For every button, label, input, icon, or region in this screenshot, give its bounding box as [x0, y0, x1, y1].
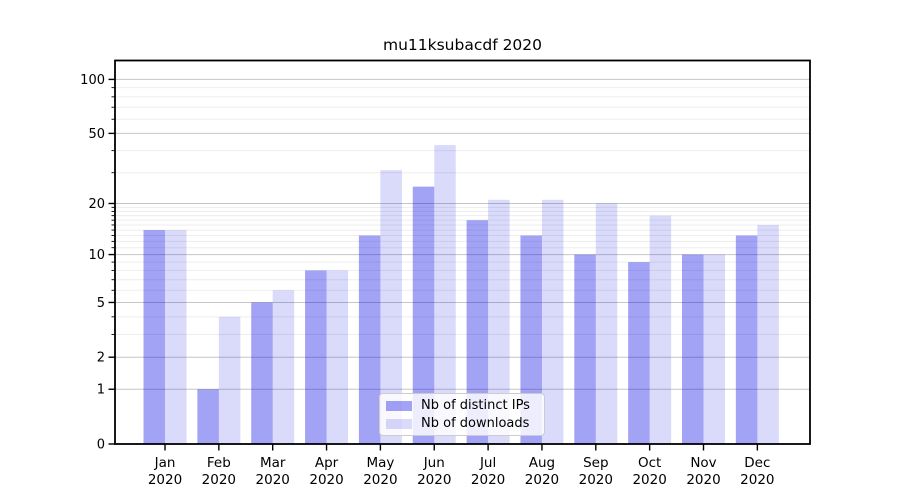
bar-distinct-ips-oct [628, 262, 650, 444]
x-tick-label-year: 2020 [471, 472, 505, 488]
x-tick-label-year: 2020 [579, 472, 613, 488]
bar-downloads-jan [165, 230, 187, 444]
bar-distinct-ips-dec [735, 235, 758, 444]
bar-downloads-oct [649, 215, 672, 444]
x-tick-label-month: Jul [479, 455, 496, 471]
bar-distinct-ips-jan [143, 230, 165, 444]
bar-distinct-ips-nov [682, 254, 704, 444]
x-tick-label-year: 2020 [148, 472, 182, 488]
y-tick-label: 50 [88, 127, 105, 142]
legend-item-distinct-ips: Nb of distinct IPs [380, 397, 544, 414]
bar-downloads-dec [757, 224, 779, 444]
legend-swatch-distinct-ips [386, 400, 412, 411]
x-tick-label-month: Jan [154, 455, 176, 471]
legend-swatch-downloads [386, 418, 412, 429]
x-tick-label-month: May [366, 455, 394, 471]
bar-downloads-apr [326, 270, 349, 444]
x-tick-label-month: Feb [207, 455, 231, 471]
y-tick-label: 0 [97, 438, 105, 453]
legend-label-distinct-ips: Nb of distinct IPs [421, 398, 530, 413]
x-tick-label-month: Sep [583, 455, 608, 471]
bar-downloads-jul [488, 199, 510, 444]
x-tick-label-year: 2020 [309, 472, 343, 488]
y-tick-label: 10 [88, 248, 105, 263]
x-tick-label-year: 2020 [525, 472, 559, 488]
x-tick-label-month: Apr [315, 455, 339, 471]
bar-downloads-jun [434, 145, 456, 445]
bar-distinct-ips-aug [520, 235, 542, 444]
chart-title: mu11ksubacdf 2020 [382, 36, 543, 54]
x-tick-label-month: Aug [529, 455, 555, 471]
legend-label-downloads: Nb of downloads [421, 416, 530, 431]
x-tick-label-year: 2020 [417, 472, 451, 488]
bar-downloads-feb [218, 316, 241, 444]
bar-distinct-ips-sep [574, 254, 596, 444]
bar-distinct-ips-apr [305, 270, 327, 444]
y-tick-label: 5 [97, 296, 105, 311]
bar-downloads-sep [595, 203, 618, 444]
x-tick-label-month: Nov [690, 455, 716, 471]
y-tick-label: 1 [97, 383, 105, 398]
bar-downloads-mar [272, 290, 295, 444]
bar-downloads-aug [541, 199, 564, 444]
legend-item-downloads: Nb of downloads [380, 415, 544, 432]
y-tick-label: 2 [97, 351, 105, 366]
bar-distinct-ips-mar [251, 302, 273, 444]
x-tick-label-year: 2020 [632, 472, 666, 488]
y-tick-label: 20 [88, 197, 105, 212]
bar-distinct-ips-jun [412, 186, 435, 445]
x-tick-label-month: Jun [423, 455, 445, 471]
legend: Nb of distinct IPs Nb of downloads [379, 393, 545, 436]
bar-distinct-ips-may [358, 235, 381, 444]
plot-frame [114, 59, 811, 445]
x-tick-label-year: 2020 [363, 472, 397, 488]
x-tick-label-year: 2020 [256, 472, 290, 488]
y-tick-label: 100 [80, 73, 105, 88]
x-tick-label-month: Dec [744, 455, 770, 471]
x-tick-label-month: Mar [260, 455, 286, 471]
bar-downloads-nov [703, 254, 725, 444]
x-tick-label-month: Oct [638, 455, 661, 471]
x-tick-label-year: 2020 [740, 472, 774, 488]
bar-downloads-may [380, 170, 402, 445]
x-tick-label-year: 2020 [686, 472, 720, 488]
bar-distinct-ips-jul [466, 220, 489, 444]
x-tick-label-year: 2020 [202, 472, 236, 488]
bar-distinct-ips-feb [197, 389, 219, 444]
